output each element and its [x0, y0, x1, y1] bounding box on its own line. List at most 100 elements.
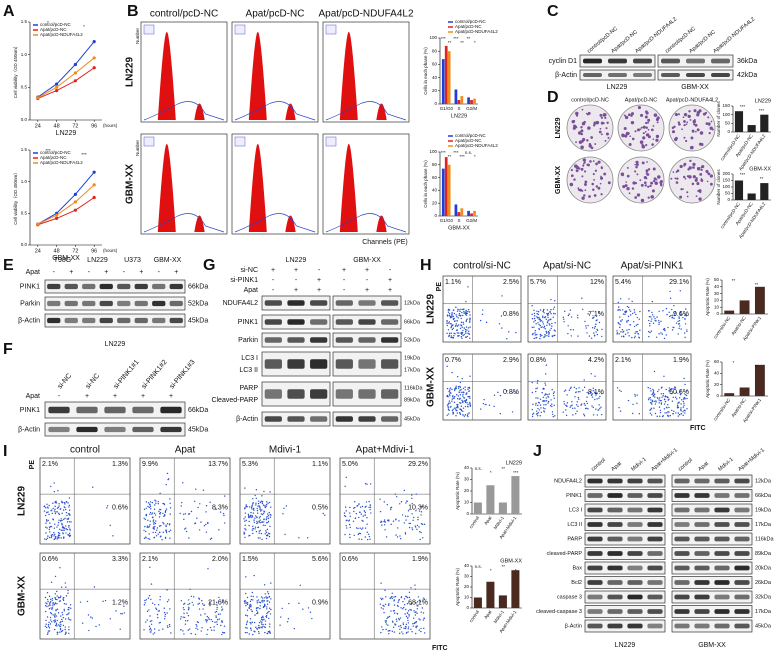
flow-dot: [46, 603, 48, 605]
flow-dot: [251, 529, 254, 531]
flow-dot: [248, 520, 250, 523]
flow-dot: [403, 598, 406, 600]
flow-dot: [675, 412, 677, 414]
flow-dot: [222, 599, 224, 601]
flow-dot: [493, 405, 495, 408]
flow-dot: [540, 407, 542, 409]
flow-dot: [536, 310, 538, 312]
x-tick-label: 72: [72, 248, 78, 254]
y-axis-label: Apoptotic Rate (%): [705, 278, 710, 316]
flow-dot: [408, 591, 411, 594]
flow-dot: [79, 601, 82, 603]
flow-dot: [411, 497, 413, 500]
flow-dot: [678, 327, 680, 330]
x-axis-label: GBM-XX: [448, 225, 470, 231]
flow-dot: [462, 308, 465, 311]
protein-label: Parkin: [238, 337, 258, 344]
flow-dot: [420, 514, 422, 516]
y-tick-label: 100: [429, 35, 437, 40]
flow-dot: [666, 412, 668, 414]
flow-dot: [151, 602, 154, 604]
protein-label: cleaved-caspase 3: [536, 609, 582, 615]
flow-dot: [451, 313, 453, 315]
band: [714, 493, 730, 498]
colony: [592, 124, 596, 127]
quadrant-label: 13.7%: [208, 461, 228, 468]
x-tick-label: 96: [91, 123, 97, 129]
band: [310, 300, 328, 306]
flow-dot: [49, 611, 52, 614]
flow-dot: [269, 491, 271, 493]
flow-dot: [656, 397, 659, 399]
significance: ***: [81, 152, 87, 157]
flow-dot: [633, 321, 635, 323]
flow-dot: [566, 394, 568, 396]
flow-dot: [535, 402, 537, 405]
colony: [634, 196, 638, 199]
flow-dot: [469, 397, 471, 399]
colony: [635, 160, 639, 164]
flow-dot: [359, 532, 362, 535]
flow-dot: [423, 627, 425, 630]
flow-dot: [63, 610, 65, 612]
flow-dot: [162, 531, 165, 533]
flow-dot: [539, 309, 542, 311]
flow-dot: [256, 611, 259, 613]
flow-dot: [257, 631, 260, 633]
colony: [698, 197, 702, 201]
flow-dot: [249, 603, 251, 606]
flow-dot: [466, 329, 468, 331]
flow-dot: [322, 512, 324, 515]
row-label: GBM-XX: [555, 166, 562, 194]
flow-dot: [146, 525, 149, 527]
flow-dot: [385, 620, 388, 622]
flow-dot: [63, 518, 65, 521]
size-label: 32kDa: [755, 594, 772, 600]
flow-dot: [349, 536, 351, 539]
bar: [470, 213, 473, 216]
flow-dot: [182, 607, 185, 609]
flow-dot: [459, 381, 461, 384]
legend-box: [143, 24, 155, 35]
flow-frame: [612, 353, 692, 421]
flow-dot: [349, 533, 351, 536]
flow-dot: [455, 385, 457, 387]
histogram-frame: [140, 133, 228, 235]
band: [674, 623, 690, 629]
band: [64, 317, 78, 324]
colony: [696, 182, 699, 185]
band: [134, 283, 148, 290]
flow-dot: [253, 509, 255, 512]
flow-dot: [593, 327, 596, 329]
band: [358, 389, 376, 399]
flow-dot: [446, 315, 449, 317]
flow-dot: [54, 512, 57, 515]
significance: ***: [759, 108, 765, 113]
band: [674, 493, 690, 498]
bar: [444, 45, 448, 104]
flow-dot: [169, 537, 171, 539]
flow-dot: [628, 328, 630, 331]
bar: [441, 59, 445, 104]
flow-dot: [595, 331, 597, 333]
band: [310, 359, 328, 369]
flow-dot: [298, 537, 300, 539]
flow-dot: [357, 527, 359, 530]
colony: [598, 130, 602, 134]
flow-dot: [159, 621, 161, 624]
histogram-frame: [322, 21, 410, 123]
flow-dot: [412, 623, 414, 625]
band: [714, 507, 730, 513]
flow-dot: [244, 512, 247, 514]
flow-dot: [69, 535, 71, 538]
flow-dot: [595, 323, 597, 326]
flow-dot: [269, 613, 272, 615]
quadrant-label: 5.4%: [615, 279, 631, 286]
flow-dot: [455, 324, 457, 327]
flow-dot: [257, 537, 260, 539]
colony: [628, 192, 631, 195]
histogram-frame: [140, 21, 228, 123]
band: [647, 507, 663, 513]
colony: [570, 175, 573, 177]
flow-dot: [51, 597, 54, 600]
